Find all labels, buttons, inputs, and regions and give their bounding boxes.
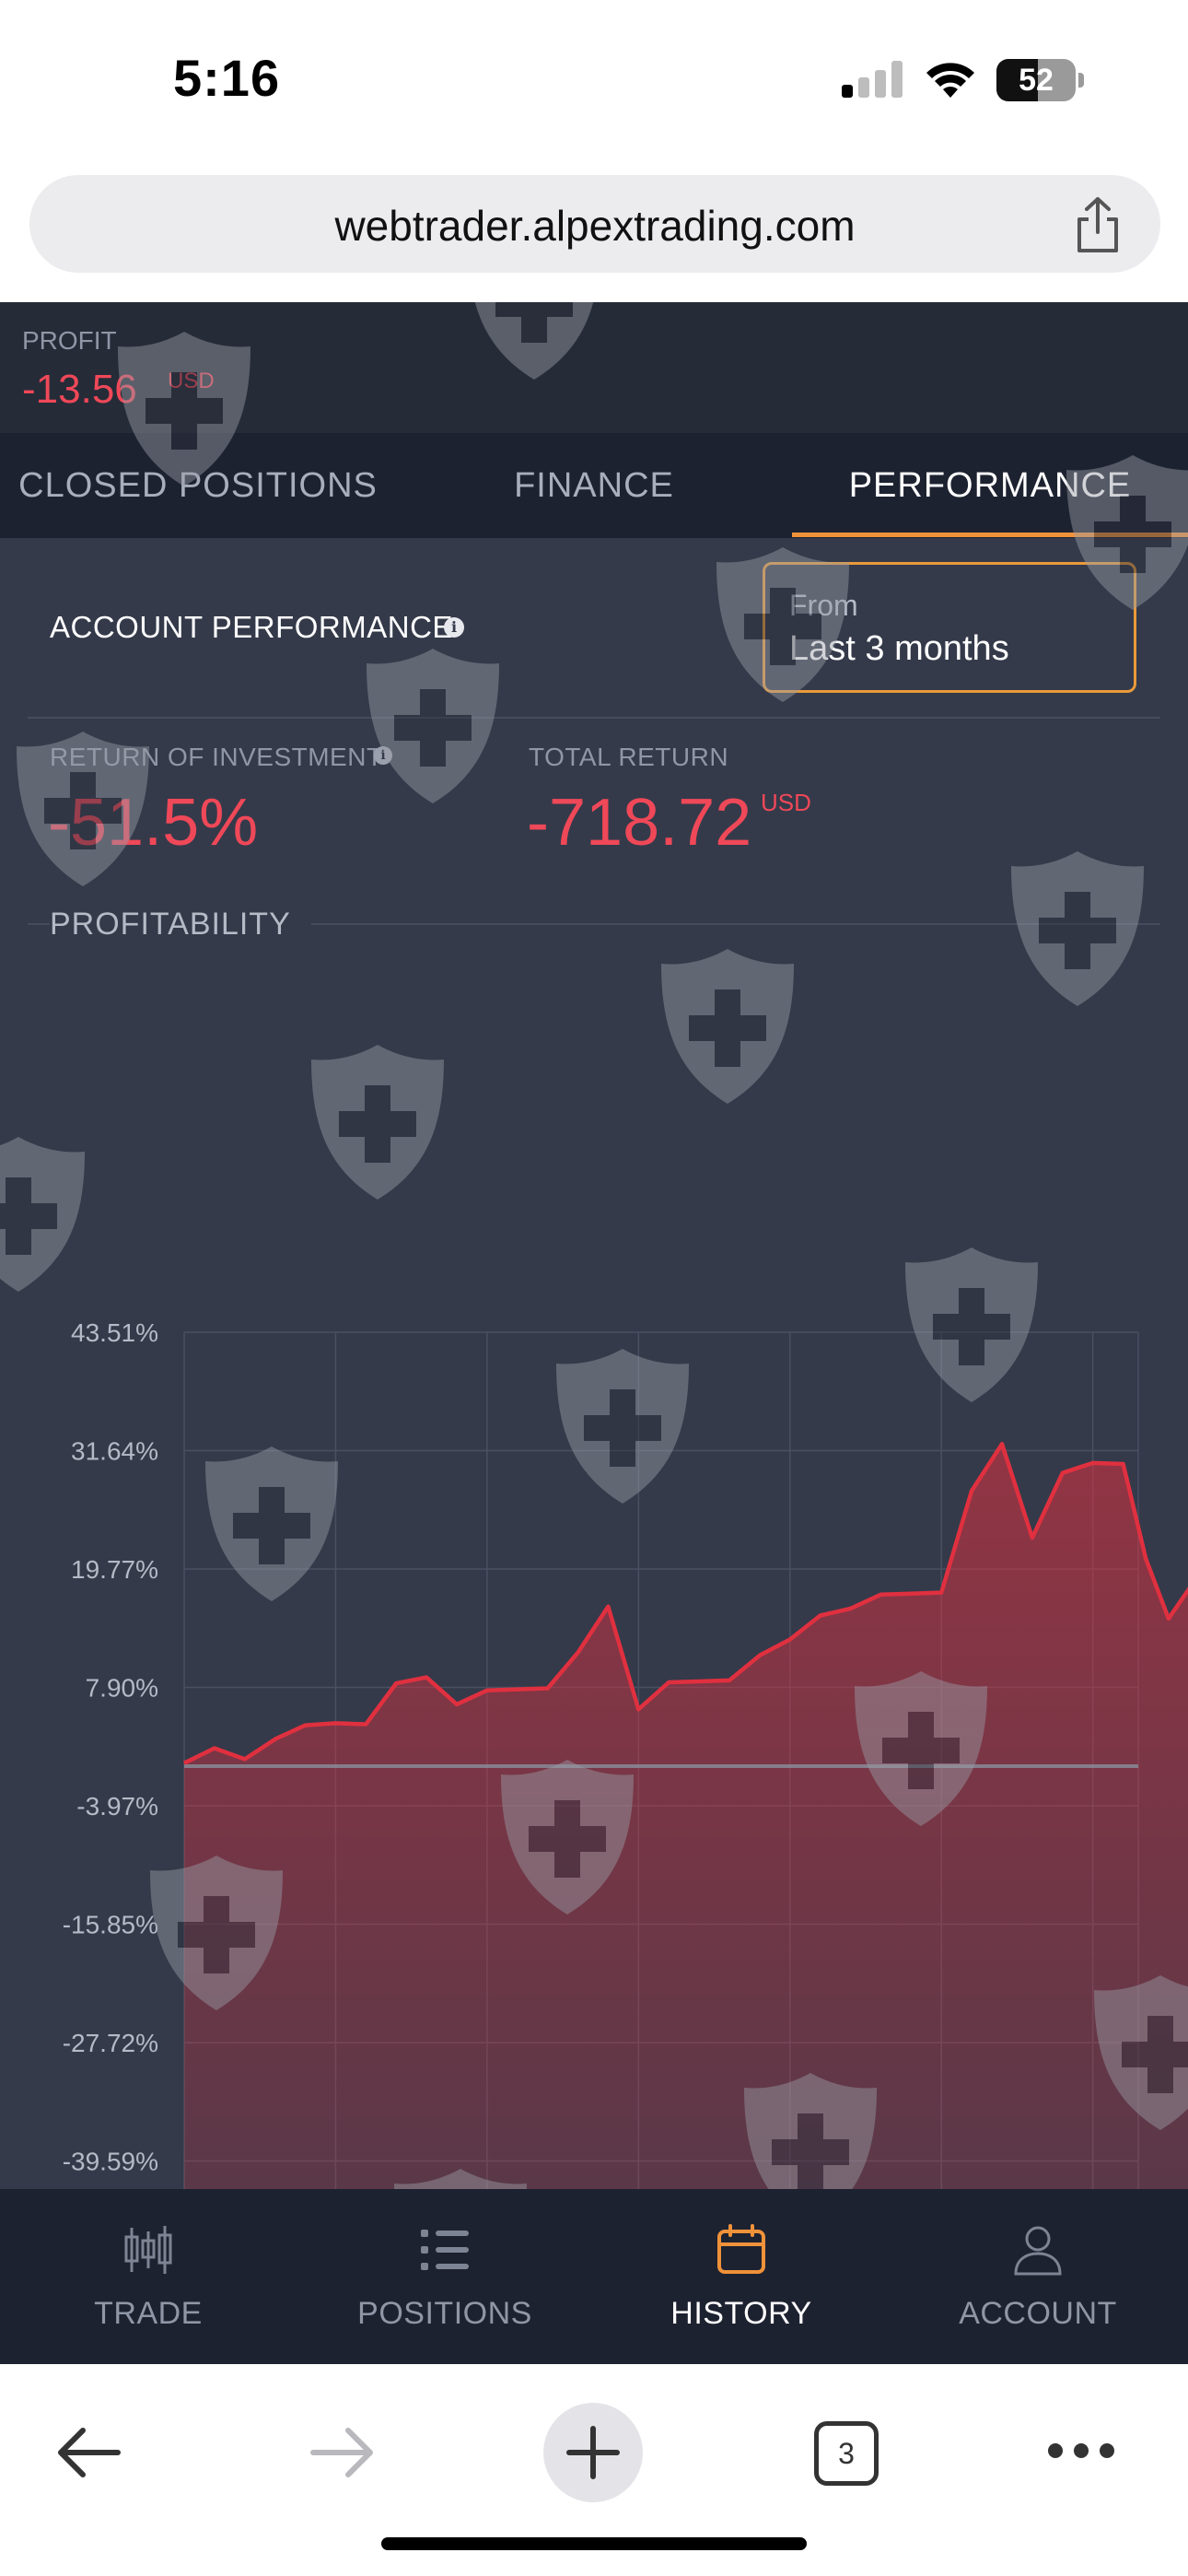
tab-finance[interactable]: FINANCE [514,466,674,505]
divider [28,717,1160,719]
tab-performance[interactable]: PERFORMANCE [848,466,1132,505]
period-selector[interactable]: From Last 3 months [763,562,1136,693]
plus-icon [566,2426,620,2479]
y-tick-label: -3.97% [76,1792,158,1821]
nav-trade-label: TRADE [94,2296,203,2331]
history-tabs: CLOSED POSITIONS FINANCE PERFORMANCE [0,433,1188,538]
profit-summary: PROFIT -13.56 USD [0,302,1188,433]
cellular-signal-icon [842,61,903,98]
nav-account-label: ACCOUNT [959,2296,1117,2331]
total-return-value: -718.72 [527,786,752,860]
y-tick-label: -27.72% [63,2029,158,2057]
webtrader-app: PROFIT -13.56 USD CLOSED POSITIONS FINAN… [0,302,1188,2364]
shield-watermark-icon [367,649,499,803]
roi-info-icon[interactable]: i [374,746,392,765]
profitability-divider [28,923,1160,925]
tabs-button[interactable]: 3 [814,2421,879,2486]
more-dots-icon[interactable] [1044,2440,1118,2462]
y-tick-label: 43.51% [71,1318,158,1347]
battery-icon: 52 [996,59,1085,101]
profitability-chart: 43.51% 31.64% 19.77% 7.90% -3.97% -15.85% -27.… [0,984,1188,2364]
total-return-currency: USD [761,789,811,816]
y-tick-label: -39.59% [63,2148,158,2176]
nav-positions-label: POSITIONS [357,2296,532,2331]
user-icon [1014,2226,1062,2276]
nav-positions[interactable]: POSITIONS [297,2189,593,2364]
profitability-title: PROFITABILITY [50,907,311,943]
wifi-icon [926,63,974,98]
status-bar: 5:16 52 [0,0,1188,157]
nav-history[interactable]: HISTORY [593,2189,890,2364]
profitability-area [184,1444,1188,2279]
new-tab-button[interactable] [543,2403,643,2502]
url-text[interactable]: webtrader.alpextrading.com [334,202,856,250]
profit-currency: USD [168,369,215,393]
active-tab-indicator [792,533,1188,537]
total-return-label: TOTAL RETURN [529,743,729,771]
forward-arrow-icon[interactable] [308,2425,376,2480]
address-bar[interactable]: webtrader.alpextrading.com [29,175,1160,273]
bottom-navigation: TRADE POSITIONS HISTORY AC [0,2189,1188,2364]
back-arrow-icon[interactable] [55,2425,123,2480]
battery-level: 52 [1019,63,1054,98]
period-from-label: From [789,589,858,622]
status-time: 5:16 [173,49,281,107]
profit-value: -13.56 [22,367,137,412]
candlestick-icon [124,2226,172,2274]
y-tick-label: 7.90% [86,1674,158,1703]
y-tick-label: -15.85% [63,1911,158,1939]
y-tick-label: 31.64% [71,1437,158,1466]
share-icon[interactable] [1072,195,1124,254]
account-performance-title: ACCOUNT PERFORMANCE [50,610,453,644]
home-indicator [381,2537,807,2550]
profit-label: PROFIT [22,326,117,355]
nav-account[interactable]: ACCOUNT [890,2189,1186,2364]
info-icon[interactable]: i [444,617,464,638]
list-icon [421,2230,469,2270]
calendar-icon [717,2224,765,2274]
roi-value: -51.5% [48,786,259,860]
nav-history-label: HISTORY [670,2296,812,2331]
period-value: Last 3 months [789,629,1009,668]
tab-closed-positions[interactable]: CLOSED POSITIONS [18,466,378,505]
y-tick-label: 19.77% [71,1555,158,1584]
profitability-chart-svg: 43.51% 31.64% 19.77% 7.90% -3.97% -15.85% -27.… [63,1318,1188,2364]
nav-trade[interactable]: TRADE [0,2189,297,2364]
roi-label: RETURN OF INVESTMENT [50,743,383,771]
profitability-line [183,1442,1188,1765]
